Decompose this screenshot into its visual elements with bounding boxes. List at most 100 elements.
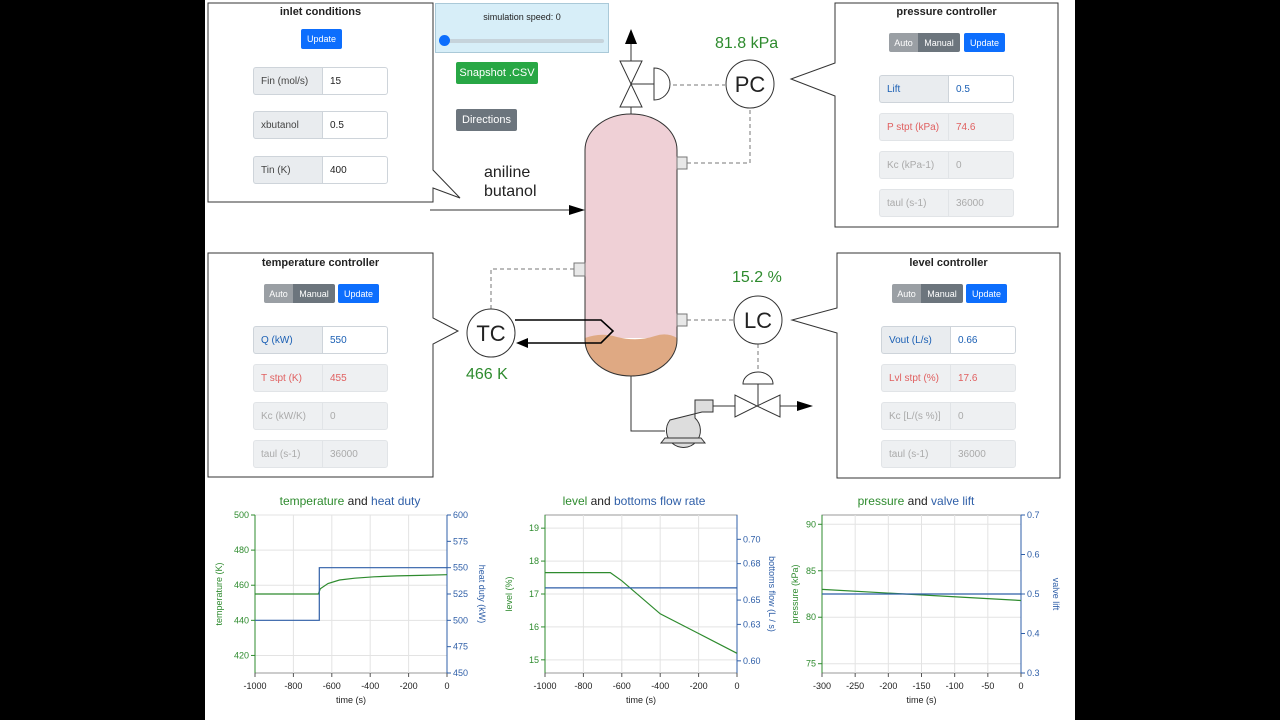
pressure-auto-button[interactable]: Auto — [889, 33, 918, 52]
level-flow-input[interactable]: 0.66 — [950, 326, 1016, 354]
c2-ytick-right-label-4: 0.70 — [743, 534, 761, 544]
chart3-title-and: and — [904, 494, 932, 508]
bottoms-valve-actuator — [742, 371, 774, 385]
chart1-title: temperature and heat duty — [250, 494, 450, 508]
feed-label-line2: butanol — [484, 183, 537, 200]
c2-xlabel: time (s) — [626, 695, 656, 705]
c1-ytick-right-label-2: 500 — [453, 615, 468, 625]
temperature-gain-input: 0 — [322, 402, 388, 430]
c1-ytick-left-label-2: 460 — [234, 580, 249, 590]
pump-base — [659, 437, 707, 444]
c1-ytick-right-label-3: 525 — [453, 589, 468, 599]
inlet-composition-input[interactable]: 0.5 — [322, 111, 388, 139]
level-setpoint-input: 17.6 — [950, 364, 1016, 392]
directions-button[interactable]: Directions — [456, 109, 517, 131]
inlet-flow-input[interactable]: 15 — [322, 67, 388, 95]
temperature-tap — [573, 262, 586, 277]
pressure-manual-button[interactable]: Manual — [918, 33, 960, 52]
c3-xtick-label-3: -150 — [912, 681, 930, 691]
simulation-speed-track[interactable] — [442, 39, 604, 43]
pressure-taui-input: 36000 — [948, 189, 1014, 217]
pressure-lift-label: Lift — [879, 75, 948, 103]
vessel-liquid — [585, 334, 677, 376]
simulation-speed-box: simulation speed: 0 — [435, 3, 609, 53]
heating-return-arrow — [516, 338, 528, 348]
tc-circle — [466, 308, 516, 358]
c3-ytick-right-label-0: 0.3 — [1027, 668, 1040, 678]
pressure-update-button[interactable]: Update — [964, 33, 1005, 52]
pressure-setpoint-label: P stpt (kPa) — [879, 113, 948, 141]
pressure-tap — [676, 156, 688, 170]
c3-series-left-line — [821, 588, 1022, 602]
chart3-title-left: pressure — [857, 494, 905, 508]
inlet-update-button[interactable]: Update — [301, 29, 342, 49]
temperature-taui-field: taul (s-1) 36000 — [253, 440, 388, 468]
simulation-speed-slider[interactable] — [439, 35, 450, 46]
temperature-update-button[interactable]: Update — [338, 284, 379, 303]
temperature-gain-label: Kc (kW/K) — [253, 402, 322, 430]
c1-ylabel-left: temperature (K) — [214, 562, 224, 625]
feed-arrow — [569, 205, 585, 215]
vapor-valve-actuator — [653, 67, 671, 101]
level-taui-field: taul (s-1) 36000 — [881, 440, 1016, 468]
bottoms-valve-left — [734, 394, 759, 418]
c1-xtick-label-2: -600 — [323, 681, 341, 691]
inlet-temperature-label: Tin (K) — [253, 156, 322, 184]
level-gain-field: Kc [L/(s %)] 0 — [881, 402, 1016, 430]
snapshot-csv-button[interactable]: Snapshot .CSV — [456, 62, 538, 84]
level-setpoint-label: Lvl stpt (%) — [881, 364, 950, 392]
c1-ytick-right-label-0: 450 — [453, 668, 468, 678]
vapor-valve-upper — [619, 60, 643, 86]
level-manual-button[interactable]: Manual — [921, 284, 963, 303]
simulation-canvas: inlet conditions Update Fin (mol/s) 15 x… — [205, 0, 1075, 720]
chart2-title-left: level — [562, 494, 588, 508]
c1-ytick-right-label-1: 475 — [453, 642, 468, 652]
vessel-vapor — [585, 114, 677, 338]
temperature-manual-button[interactable]: Manual — [293, 284, 335, 303]
level-bottoms-flow-chart: -1000 -800 -600 -400 -200 0 15 16 17 18 19 0.60 0.63… — [504, 514, 777, 705]
temperature-taui-input: 36000 — [322, 440, 388, 468]
pc-label[interactable]: PC — [734, 72, 766, 97]
level-panel-title: level controller — [909, 257, 988, 269]
pressure-gain-input: 0 — [948, 151, 1014, 179]
c1-xtick-label-0: -1000 — [243, 681, 266, 691]
inlet-temperature-input[interactable]: 400 — [322, 156, 388, 184]
c2-xtick-label-0: -1000 — [533, 681, 556, 691]
c1-ytick-right-label-6: 600 — [453, 510, 468, 520]
c3-ytick-right-label-2: 0.5 — [1027, 589, 1040, 599]
tc-label[interactable]: TC — [476, 321, 506, 346]
inlet-composition-field: xbutanol 0.5 — [253, 111, 388, 139]
c1-ytick-left-label-3: 480 — [234, 545, 249, 555]
chart2-title-and: and — [587, 494, 614, 508]
lc-label[interactable]: LC — [743, 308, 773, 333]
c1-ytick-left-label-0: 420 — [234, 650, 249, 660]
level-flow-label: Vout (L/s) — [881, 326, 950, 354]
bottoms-line — [630, 376, 665, 432]
c1-xlabel: time (s) — [336, 695, 366, 705]
c2-ytick-left-label-1: 16 — [529, 622, 539, 632]
temperature-taui-label: taul (s-1) — [253, 440, 322, 468]
c3-ytick-right-label-1: 0.4 — [1027, 629, 1040, 639]
c3-xtick-label-1: -250 — [846, 681, 864, 691]
product-arrow — [797, 401, 813, 411]
c3-ytick-right-label-3: 0.6 — [1027, 550, 1040, 560]
temperature-setpoint-input: 455 — [322, 364, 388, 392]
chart1-title-left: temperature — [279, 494, 345, 508]
process-diagram — [430, 29, 813, 448]
c2-xtick-label-2: -600 — [613, 681, 631, 691]
temperature-duty-input[interactable]: 550 — [322, 326, 388, 354]
temperature-heat-duty-chart: -1000 -800 -600 -400 -200 0 420 440 460 480 500 450… — [214, 510, 487, 705]
feed-label-line1: aniline — [484, 164, 531, 181]
c1-xtick-label-1: -800 — [284, 681, 302, 691]
c2-ylabel-left: level (%) — [504, 576, 514, 611]
bottoms-valve-right — [755, 394, 781, 418]
temperature-auto-button[interactable]: Auto — [264, 284, 293, 303]
level-auto-button[interactable]: Auto — [892, 284, 921, 303]
level-update-button[interactable]: Update — [966, 284, 1007, 303]
simulation-speed-label: simulation speed: 0 — [483, 12, 561, 22]
pressure-panel-title: pressure controller — [896, 6, 997, 18]
temperature-duty-label: Q (kW) — [253, 326, 322, 354]
level-gain-label: Kc [L/(s %)] — [881, 402, 950, 430]
pressure-lift-input[interactable]: 0.5 — [948, 75, 1014, 103]
heating-coil — [515, 319, 615, 344]
